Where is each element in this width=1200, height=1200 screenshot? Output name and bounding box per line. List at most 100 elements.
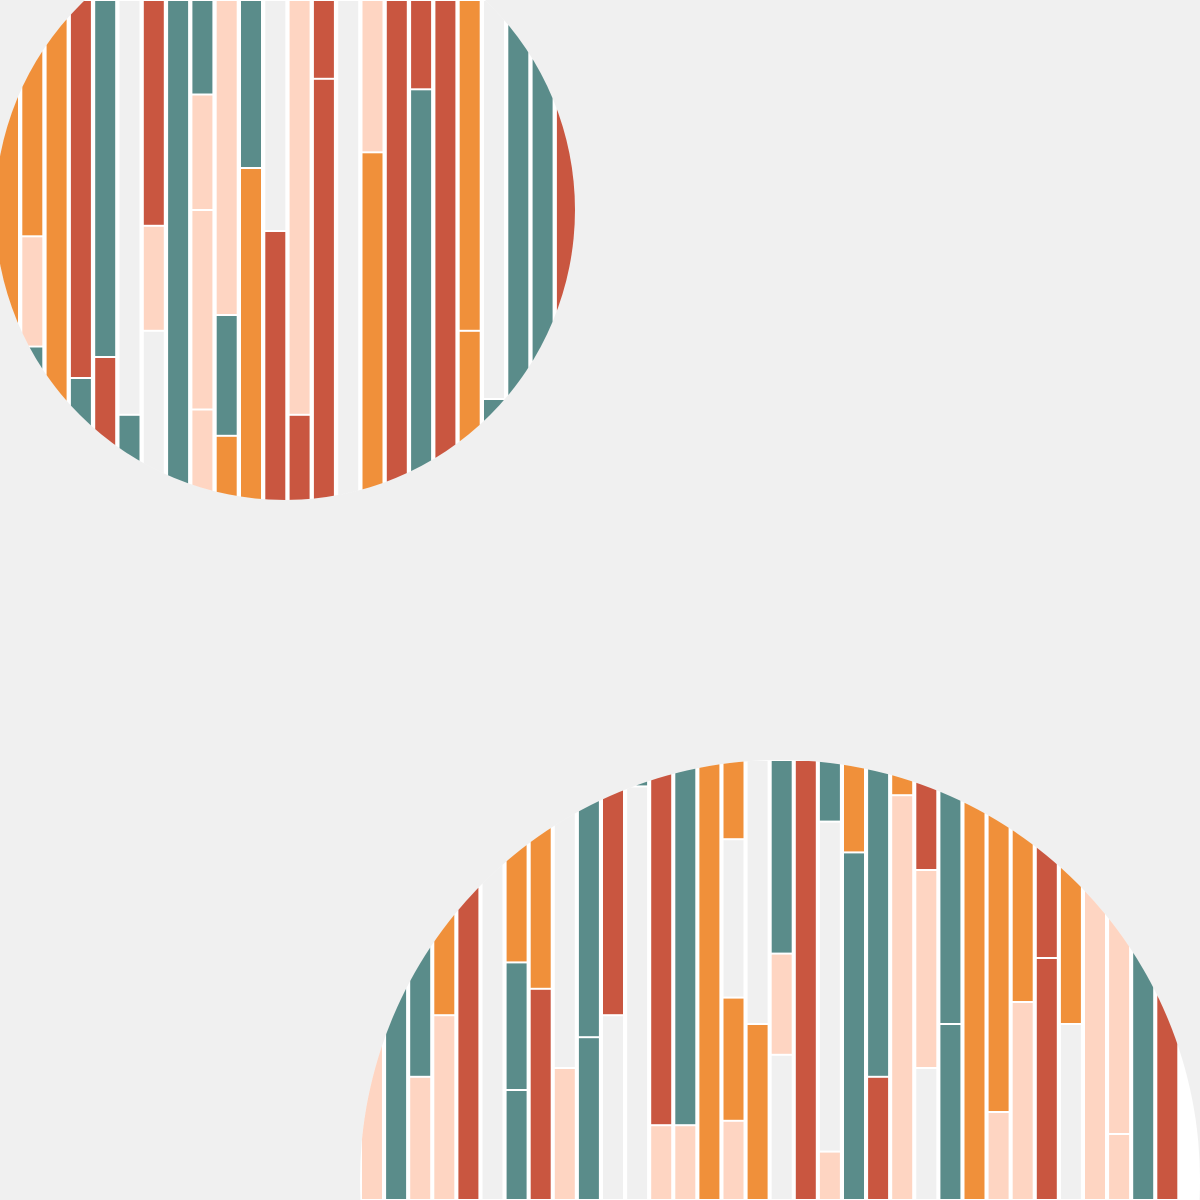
stripe-segment — [771, 954, 792, 1054]
stripe-segment — [506, 761, 527, 795]
stripe-segment — [411, 1, 432, 89]
stripe-segment — [143, 226, 164, 330]
stripe-segment — [747, 1025, 768, 1199]
stripe-segment — [289, 1, 310, 414]
stripe-segment — [289, 415, 310, 500]
stripe-segment — [362, 1, 383, 152]
stripe-segment — [892, 761, 913, 795]
stripe-segment — [216, 316, 237, 435]
stripe-segment — [940, 761, 961, 1023]
stripe-segment — [844, 853, 864, 1199]
stripe-segment — [1036, 761, 1057, 957]
stripe-segment — [434, 1016, 455, 1199]
stripe-segment — [1012, 761, 1033, 1001]
stripe-segment — [723, 761, 744, 839]
stripe-segment — [459, 1, 480, 330]
stripe-segment — [506, 796, 527, 962]
stripe-segment — [723, 840, 744, 997]
stripe-segment — [1109, 761, 1130, 1133]
stripe-segment — [723, 998, 744, 1120]
stripe-segment — [1060, 761, 1081, 1023]
stripe-segment — [410, 1077, 431, 1199]
stripe-segment — [216, 1, 237, 314]
stripe-segment — [482, 761, 503, 1199]
stripe-segment — [265, 1, 286, 230]
stripe-segment — [508, 1, 529, 500]
stripe-segment — [119, 415, 140, 500]
stripe-segment — [892, 796, 913, 1199]
stripe-segment — [1157, 761, 1178, 1199]
stripe-segment — [70, 1, 91, 377]
stripe-segment — [554, 761, 575, 1067]
stripe-segment — [1133, 761, 1154, 1199]
stripe-segment — [434, 761, 455, 891]
stripe-segment — [265, 232, 286, 500]
stripe-segment — [22, 347, 43, 404]
stripe-segment — [22, 405, 43, 500]
stripe-segment — [458, 761, 479, 1199]
stripe-segment — [795, 761, 816, 1199]
stripe-segment — [940, 1025, 961, 1199]
stripe-segment — [1060, 1025, 1081, 1199]
stripe-segment — [362, 761, 382, 1199]
stripe-segment — [554, 1069, 575, 1199]
stripe-segment — [916, 761, 937, 869]
stripe-segment — [819, 761, 840, 821]
stripe-segment — [1109, 1135, 1130, 1199]
stripe-segment — [723, 1121, 744, 1199]
stripe-segment — [603, 1016, 623, 1199]
stripe-segment — [313, 1, 334, 78]
stripe-segment — [95, 358, 116, 500]
stripe-segment — [362, 153, 383, 500]
stripe-segment — [578, 761, 599, 1037]
stripe-segment — [578, 1038, 599, 1199]
stripe-segment — [1036, 959, 1057, 1199]
stripe-segment — [506, 963, 527, 1089]
stripe-segment — [386, 761, 407, 1199]
stripe-segment — [651, 761, 672, 1125]
stripe-segment — [868, 1077, 889, 1199]
stripe-segment — [192, 95, 213, 209]
stripe-segment — [699, 761, 720, 1199]
stripe-segment — [168, 1, 189, 500]
stripe-segment — [651, 1126, 672, 1199]
stripe-segment — [386, 1, 407, 500]
stripe-segment — [435, 1, 456, 500]
stripe-segment — [988, 761, 1009, 812]
stripe-segment — [675, 1126, 696, 1199]
stripe-segment — [530, 761, 551, 988]
stripe-segment — [484, 400, 504, 500]
stripe-segment — [119, 1, 140, 414]
stripe-segment — [143, 1, 164, 225]
stripe-segment — [216, 436, 237, 500]
stripe-segment — [675, 761, 696, 1125]
stripe-segment — [192, 211, 213, 409]
stripe-segment — [771, 761, 792, 953]
stripe-segment — [819, 822, 840, 1151]
stripe-segment — [844, 761, 864, 852]
stripe-segment — [241, 1, 261, 167]
stripe-segment — [338, 1, 359, 500]
stripe-segment — [627, 787, 648, 1199]
stripe-segment — [95, 1, 116, 356]
stripe-segment — [627, 761, 648, 786]
stripe-segment — [916, 1069, 937, 1199]
stripe-segment — [22, 237, 43, 346]
stripe-segment — [530, 989, 551, 1199]
stripe-segment — [459, 331, 480, 500]
stripe-segment — [747, 761, 768, 1023]
stripe-segment — [411, 90, 432, 500]
stripe-segment — [506, 1091, 527, 1199]
stripe-segment — [192, 1, 213, 94]
stripe-segment — [532, 1, 553, 500]
stripe-segment — [0, 1, 18, 500]
stripe-segment — [192, 410, 213, 500]
stripe-segment — [603, 761, 623, 1015]
stripe-segment — [988, 1113, 1009, 1199]
stripe-segment — [1085, 761, 1105, 1199]
stripe-segment — [771, 1055, 792, 1199]
stripe-segment — [556, 1, 575, 500]
stripe-segment — [868, 761, 889, 1076]
stripe-segment — [916, 871, 937, 1067]
